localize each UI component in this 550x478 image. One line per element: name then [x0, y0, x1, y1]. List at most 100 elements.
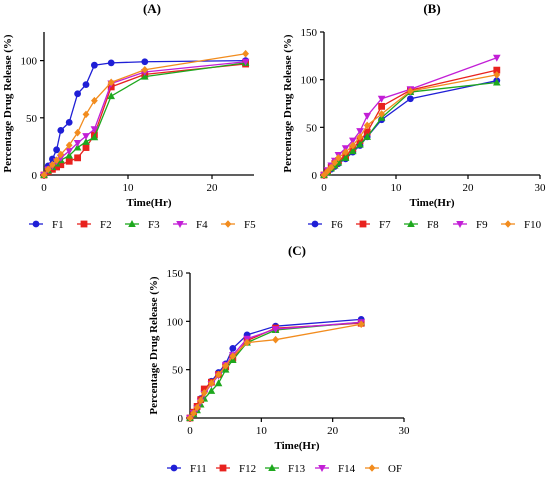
data-point — [229, 352, 237, 360]
legend-marker — [176, 221, 184, 228]
data-point — [141, 72, 149, 80]
x-tick-label: 30 — [535, 182, 547, 194]
data-point — [91, 96, 98, 105]
legend-label: F11 — [190, 463, 207, 475]
legend-marker — [170, 464, 178, 472]
data-point — [331, 158, 339, 167]
data-point — [324, 167, 331, 175]
data-point — [377, 95, 386, 103]
data-point — [74, 154, 81, 162]
legend-marker — [268, 464, 276, 471]
data-point — [74, 90, 81, 98]
data-point — [357, 320, 365, 329]
data-point — [82, 144, 90, 151]
data-point — [82, 81, 90, 89]
legend-marker — [80, 220, 88, 228]
data-point — [363, 128, 371, 136]
data-point — [44, 165, 52, 174]
data-point — [407, 87, 414, 95]
data-point — [378, 110, 385, 118]
data-point — [90, 133, 99, 141]
data-point — [493, 66, 501, 74]
legend-marker — [368, 464, 376, 472]
data-point — [222, 362, 230, 370]
data-point — [73, 139, 82, 147]
data-point — [349, 147, 357, 155]
legend-marker — [219, 464, 227, 472]
series-F7 — [320, 66, 501, 179]
data-point — [342, 148, 349, 156]
data-point — [229, 345, 237, 352]
legend-label: F14 — [338, 463, 356, 475]
data-point — [208, 379, 215, 387]
x-tick-label: 10 — [123, 182, 135, 194]
legend-label: F8 — [427, 219, 439, 231]
data-point — [73, 143, 82, 151]
data-point — [493, 54, 501, 62]
y-tick-label: 100 — [301, 75, 318, 87]
y-axis-title: Percentage Drug Release (%) — [148, 276, 160, 414]
data-point — [65, 141, 73, 150]
data-point — [107, 78, 115, 87]
y-tick-label: 50 — [306, 122, 318, 134]
legend: F11 F12 F13 F14 OF — [167, 463, 402, 475]
data-point — [207, 386, 216, 394]
data-point — [141, 65, 149, 74]
data-point — [243, 338, 251, 347]
data-point — [349, 137, 357, 145]
legend-label: F1 — [52, 219, 64, 231]
data-point — [241, 58, 250, 66]
x-tick-label: 30 — [399, 425, 411, 437]
series-line — [189, 318, 362, 419]
data-point — [57, 126, 65, 134]
y-tick-label: 0 — [32, 170, 38, 182]
x-axis-title: Time(Hr) — [274, 440, 319, 452]
legend-label: F3 — [148, 219, 160, 231]
data-point — [200, 385, 208, 393]
y-tick-label: 100 — [167, 316, 184, 328]
data-point — [356, 140, 364, 148]
data-point — [49, 160, 56, 169]
data-point — [272, 335, 279, 344]
data-point — [53, 163, 60, 171]
data-point — [356, 133, 364, 141]
data-point — [200, 389, 208, 397]
legend-label: F10 — [524, 219, 542, 231]
panel-label: (C) — [288, 243, 306, 258]
legend-label: F4 — [196, 219, 208, 231]
data-point — [320, 171, 328, 179]
legend-marker — [311, 220, 319, 228]
x-tick-label: 0 — [187, 425, 193, 437]
data-point — [493, 78, 501, 86]
data-point — [335, 154, 342, 162]
data-point — [90, 126, 99, 134]
data-point — [363, 121, 371, 130]
data-point — [74, 128, 81, 137]
data-point — [327, 163, 335, 172]
legend-label: F9 — [476, 219, 488, 231]
y-tick-label: 50 — [26, 113, 38, 125]
x-tick-label: 20 — [327, 425, 339, 437]
series-F10 — [320, 71, 501, 179]
legend: F6 F7 F8 F9 F10 — [308, 219, 542, 231]
chart-panel: (B) 0 50 100 150 0 10 20 30 Time(Hr) Percentage Dr… — [282, 1, 546, 231]
data-point — [65, 147, 73, 155]
data-point — [271, 326, 280, 334]
legend-label: F7 — [379, 219, 391, 231]
data-point — [53, 156, 60, 164]
chart-panel: (A) 0 50 100 0 10 20 Time(Hr) Percentage Drug Re… — [2, 1, 256, 231]
legend-marker — [407, 220, 415, 227]
legend-label: OF — [388, 463, 402, 475]
series-F14 — [186, 319, 365, 422]
data-point — [341, 153, 350, 161]
data-point — [57, 150, 65, 159]
series-F12 — [186, 319, 365, 422]
series-F5 — [40, 49, 249, 179]
data-point — [40, 171, 48, 179]
panel-label: (B) — [423, 1, 440, 16]
data-point — [378, 102, 385, 110]
legend-marker — [359, 220, 367, 228]
data-point — [190, 409, 197, 417]
y-tick-label: 0 — [312, 170, 318, 182]
legend-marker — [504, 220, 512, 228]
